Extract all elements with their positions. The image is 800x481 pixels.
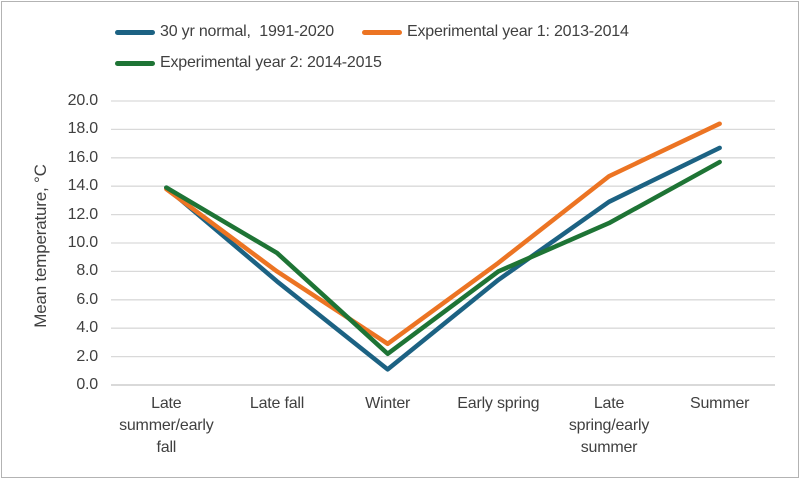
legend-item-experimental-year-2: Experimental year 2: 2014-2015: [115, 53, 382, 73]
x-category-label-5: Late spring/early summer: [568, 395, 650, 456]
legend-item-experimental-year-1: Experimental year 1: 2013-2014: [362, 22, 629, 42]
series-line-2: [164, 121, 722, 347]
y-tick-label-16.0: 16.0: [67, 148, 99, 166]
series-line-1: [164, 145, 722, 372]
legend-label-30yr-normal: 30 yr normal, 1991-2020: [160, 23, 334, 40]
y-tick-label-14.0: 14.0: [67, 177, 99, 195]
x-category-label-1: Late summer/early fall: [119, 395, 214, 456]
y-tick-label-0.0: 0.0: [76, 376, 98, 393]
legend-swatch-green-line: [115, 60, 155, 66]
y-tick-label-8.0: 8.0: [76, 262, 98, 280]
legend-label-experimental-year-1: Experimental year 1: 2013-2014: [407, 23, 629, 40]
x-category-label-4: Early spring: [457, 395, 540, 412]
x-category-label-6: Summer: [690, 395, 750, 412]
y-tick-label-4.0: 4.0: [76, 319, 98, 337]
y-tick-label-6.0: 6.0: [76, 290, 98, 308]
y-tick-label-10.0: 10.0: [67, 234, 99, 251]
legend-swatch-blue-line: [115, 29, 155, 35]
y-tick-label-20.0: 20.0: [67, 92, 99, 109]
y-tick-label-12.0: 12.0: [67, 205, 99, 223]
x-category-label-2: Late fall: [249, 395, 305, 412]
x-category-label-3: Winter: [365, 395, 411, 412]
legend-swatch-orange-line: [362, 29, 402, 35]
y-tick-label-18.0: 18.0: [67, 120, 99, 138]
legend-label-experimental-year-2: Experimental year 2: 2014-2015: [160, 54, 382, 71]
legend-item-30yr-normal: 30 yr normal, 1991-2020: [115, 22, 334, 42]
series-line-3: [164, 159, 722, 357]
y-tick-label-2.0: 2.0: [76, 347, 98, 365]
